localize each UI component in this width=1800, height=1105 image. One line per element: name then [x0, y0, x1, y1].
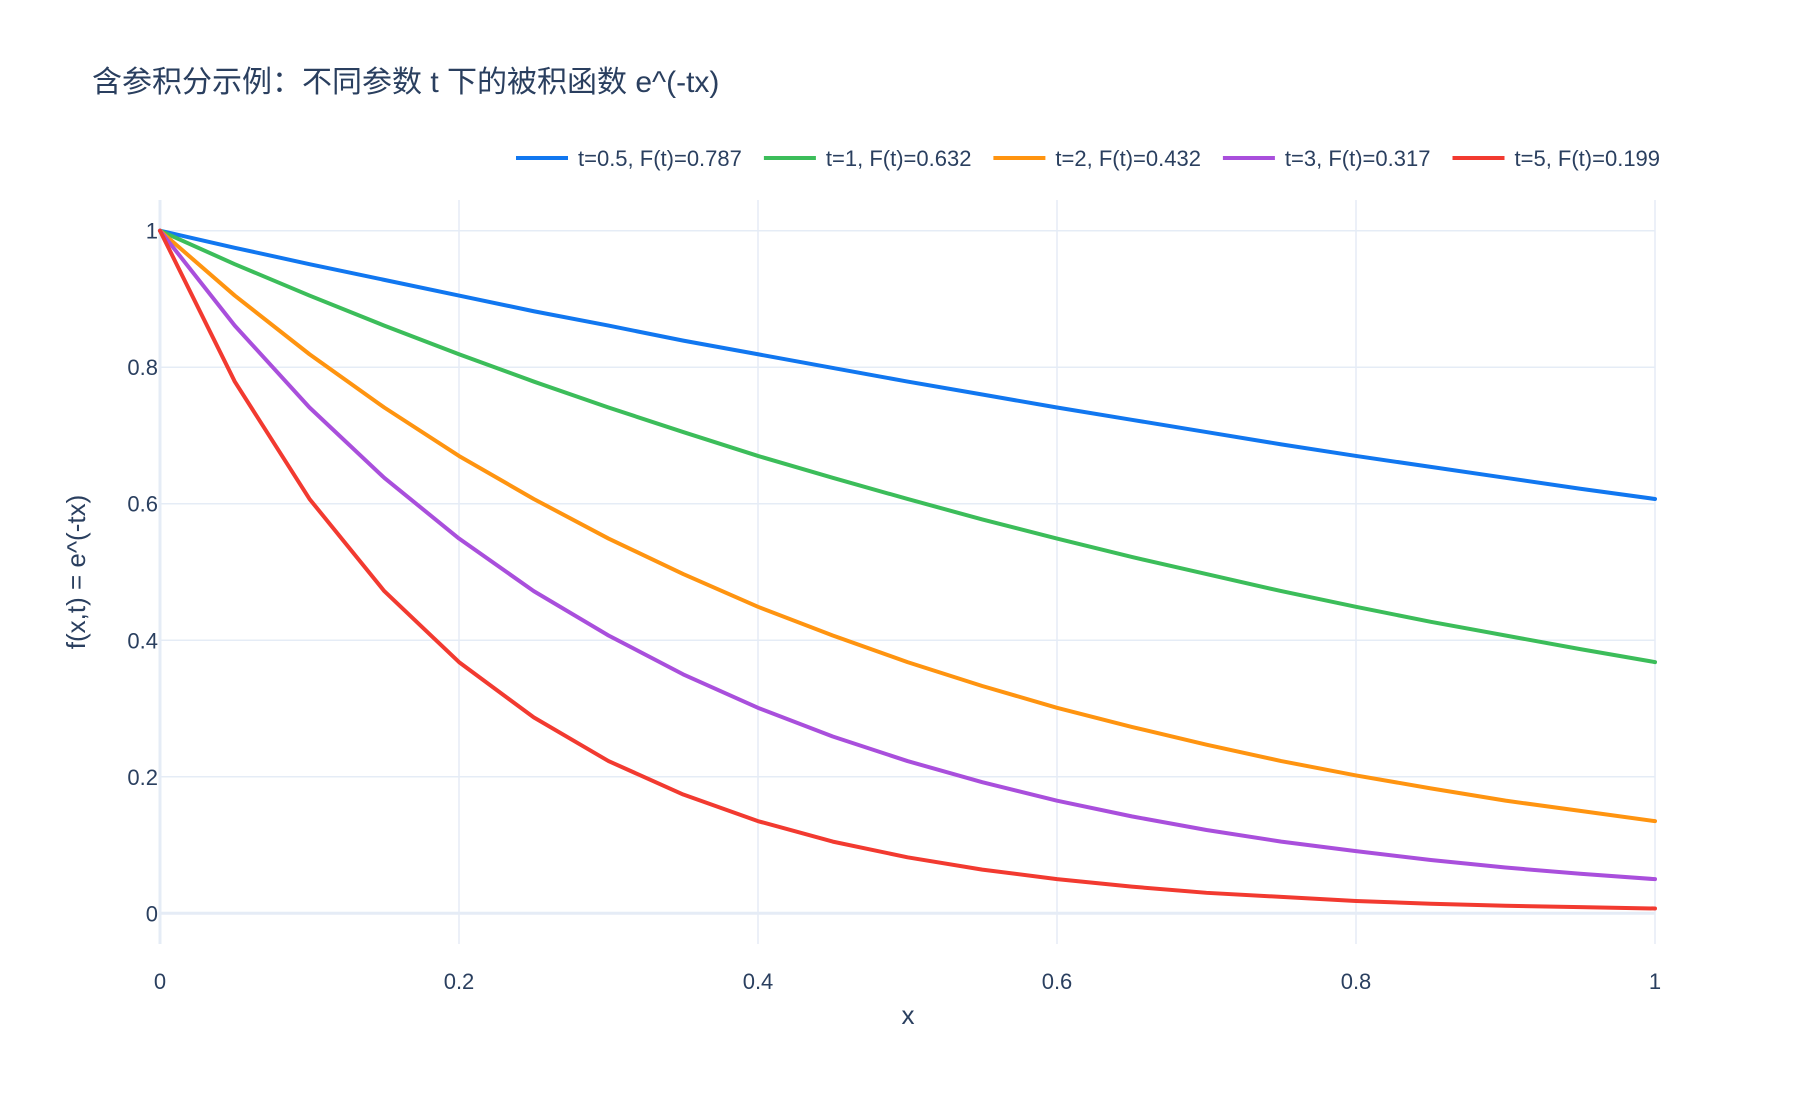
y-tick-label: 0.6 — [127, 492, 158, 517]
legend-item[interactable]: t=2, F(t)=0.432 — [993, 146, 1201, 171]
legend-label: t=5, F(t)=0.199 — [1515, 146, 1661, 171]
legend-label: t=0.5, F(t)=0.787 — [578, 146, 742, 171]
series-line-5 — [158, 228, 1657, 911]
y-tick-label: 0.2 — [127, 765, 158, 790]
legend-item[interactable]: t=3, F(t)=0.317 — [1222, 146, 1431, 171]
tick-labels: 0 0.2 0.4 0.6 0.8 1 0 0.2 0.4 0.6 0.8 1 — [127, 219, 1661, 994]
y-tick-label: 0.4 — [127, 628, 158, 653]
series-line-1 — [158, 228, 1657, 501]
x-tick-label: 0.6 — [1042, 969, 1073, 994]
legend-label: t=1, F(t)=0.632 — [826, 146, 972, 171]
y-tick-label: 1 — [146, 219, 158, 244]
series-lines — [158, 228, 1657, 911]
series-line-2 — [158, 228, 1657, 665]
y-tick-label: 0 — [146, 901, 158, 926]
legend: t=0.5, F(t)=0.787 t=1, F(t)=0.632 t=2, F(t… — [516, 146, 1660, 171]
legend-item[interactable]: t=5, F(t)=0.199 — [1452, 146, 1661, 171]
x-tick-label: 0.2 — [444, 969, 475, 994]
x-tick-label: 0.4 — [743, 969, 774, 994]
series-line-3 — [158, 228, 1657, 824]
x-tick-label: 1 — [1649, 969, 1661, 994]
legend-item[interactable]: t=0.5, F(t)=0.787 — [516, 146, 742, 171]
x-tick-label: 0.8 — [1341, 969, 1372, 994]
x-tick-label: 0 — [154, 969, 166, 994]
y-axis-title: f(x,t) = e^(-tx) — [61, 495, 91, 649]
legend-item[interactable]: t=1, F(t)=0.632 — [763, 146, 972, 171]
series-line-4 — [158, 228, 1657, 882]
legend-label: t=3, F(t)=0.317 — [1285, 146, 1431, 171]
y-tick-label: 0.8 — [127, 355, 158, 380]
x-axis-title: x — [902, 1000, 915, 1030]
grid — [158, 200, 1656, 944]
chart-title: 含参积分示例：不同参数 t 下的被积函数 e^(-tx) — [92, 66, 719, 99]
legend-label: t=2, F(t)=0.432 — [1055, 146, 1201, 171]
